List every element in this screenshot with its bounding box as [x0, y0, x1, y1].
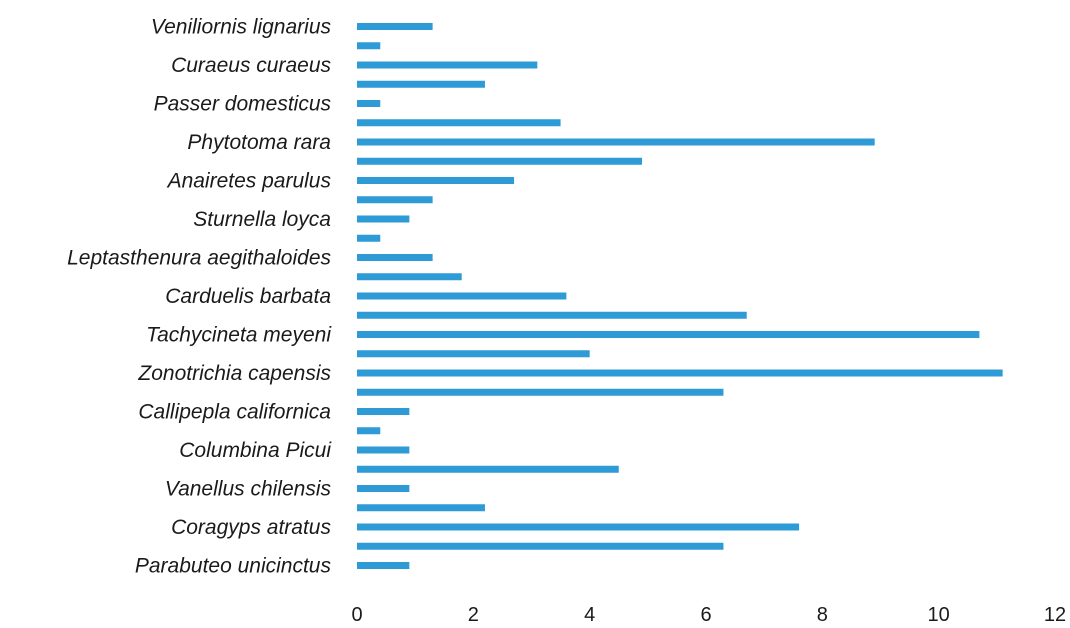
category-label: Curaeus curaeus — [171, 54, 331, 77]
category-label: Carduelis barbata — [165, 285, 331, 308]
category-label: Leptasthenura aegithaloides — [67, 247, 331, 270]
x-tick-label: 0 — [351, 604, 362, 626]
bar-9 — [357, 196, 433, 204]
x-tick-label: 12 — [1044, 604, 1066, 626]
bar-17 — [357, 350, 590, 358]
category-label: Passer domesticus — [154, 93, 332, 116]
category-label: Parabuteo unicinctus — [135, 555, 332, 578]
bar-20 — [357, 408, 410, 415]
category-label: Sturnella loyca — [193, 208, 331, 231]
bar-14 — [357, 292, 567, 300]
bar-13 — [357, 273, 462, 281]
bar-6 — [357, 138, 875, 146]
category-label: Phytotoma rara — [187, 131, 331, 154]
category-label: Vanellus chilensis — [165, 478, 332, 501]
bar-16 — [357, 331, 980, 338]
category-label: Callipepla californica — [138, 401, 331, 424]
category-label: Zonotrichia capensis — [137, 362, 331, 385]
bar-28 — [357, 562, 410, 569]
x-tick-label: 10 — [928, 604, 950, 626]
bar-15 — [357, 311, 747, 319]
x-tick-label: 4 — [584, 604, 595, 626]
category-label: Coragyps atratus — [171, 516, 331, 539]
bar-21 — [357, 427, 381, 435]
bar-24 — [357, 485, 410, 492]
bar-19 — [357, 388, 724, 396]
bar-27 — [357, 542, 724, 550]
x-tick-labels-group: 0 2 4 6 8 10 12 — [351, 604, 1066, 626]
bar-0 — [357, 23, 433, 30]
bar-1 — [357, 42, 381, 50]
x-tick-label: 2 — [468, 604, 479, 626]
x-tick-label: 6 — [700, 604, 711, 626]
bar-12 — [357, 254, 433, 261]
bar-7 — [357, 157, 643, 165]
bar-26 — [357, 523, 800, 531]
bar-3 — [357, 80, 485, 88]
category-label: Tachycineta meyeni — [146, 324, 332, 347]
category-label: Columbina Picui — [179, 439, 332, 462]
category-labels-group: Veniliornis lignarius Curaeus curaeus Pass… — [67, 16, 332, 578]
bar-2 — [357, 61, 538, 69]
category-label: Veniliornis lignarius — [151, 16, 332, 39]
bar-25 — [357, 504, 485, 512]
bar-10 — [357, 215, 410, 223]
x-tick-label: 8 — [817, 604, 828, 626]
bar-4 — [357, 100, 381, 107]
bar-5 — [357, 119, 561, 127]
bars-group — [357, 23, 1003, 569]
bar-23 — [357, 465, 619, 473]
bar-18 — [357, 369, 1003, 377]
bar-11 — [357, 234, 381, 242]
bar-8 — [357, 177, 515, 184]
category-label: Anairetes parulus — [166, 170, 332, 193]
bar-22 — [357, 446, 410, 454]
